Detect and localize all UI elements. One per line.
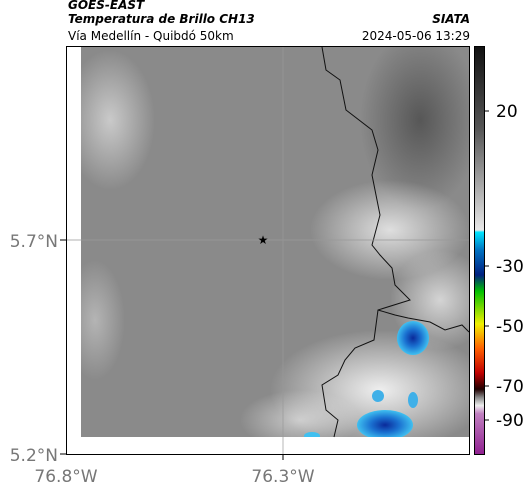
- lat-label: 5.2°N: [10, 446, 58, 466]
- colorbar: [474, 46, 485, 455]
- colorbar-tick-label: -50: [496, 317, 524, 337]
- colorbar-tick-label: -30: [496, 257, 524, 277]
- lat-label: 5.7°N: [10, 232, 58, 252]
- grid: [66, 47, 469, 454]
- lon-label: 76.3°W: [251, 467, 314, 487]
- map-frame: [66, 46, 470, 455]
- star-marker: ★: [258, 233, 269, 247]
- route: Vía Medellín - Quibdó 50km: [68, 29, 234, 43]
- satellite-image: [81, 47, 469, 437]
- borders: [321, 46, 470, 438]
- colorbar-tick-label: -90: [496, 411, 524, 431]
- subtitle: Temperatura de Brillo CH13: [68, 12, 255, 26]
- right-title: SIATA: [432, 12, 470, 26]
- datetime: 2024-05-06 13:29: [362, 29, 470, 43]
- lon-label: 76.8°W: [34, 467, 97, 487]
- title: GOES-EAST: [68, 0, 145, 12]
- colorbar-tick-label: -70: [496, 377, 524, 397]
- colorbar-tick-label: 20: [496, 102, 518, 122]
